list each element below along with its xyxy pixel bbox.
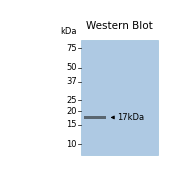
Text: Western Blot: Western Blot — [86, 21, 153, 31]
Text: 20: 20 — [66, 107, 77, 116]
Text: 15: 15 — [66, 120, 77, 129]
Text: 25: 25 — [66, 96, 77, 105]
Text: 50: 50 — [66, 63, 77, 72]
Text: 37: 37 — [66, 77, 77, 86]
Bar — [84, 116, 106, 119]
Text: 75: 75 — [66, 44, 77, 53]
Text: 10: 10 — [66, 140, 77, 148]
Text: 17kDa: 17kDa — [117, 113, 145, 122]
Text: kDa: kDa — [60, 27, 77, 36]
Bar — [81, 40, 158, 155]
